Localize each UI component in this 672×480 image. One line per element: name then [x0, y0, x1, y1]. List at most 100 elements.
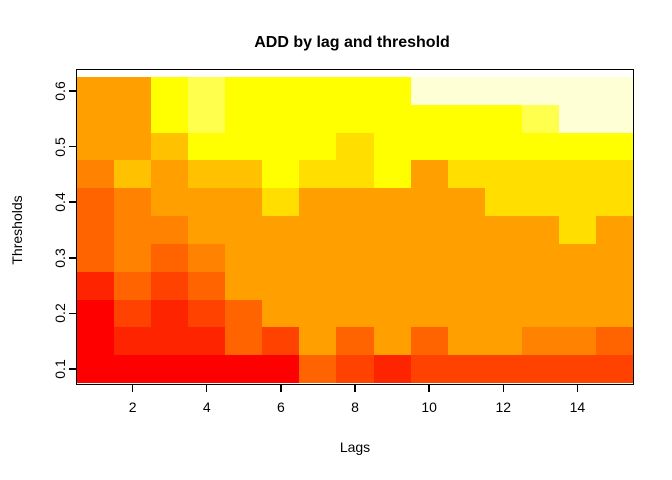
- heatmap-cell: [151, 299, 189, 328]
- y-tick-mark: [69, 368, 76, 370]
- y-tick-mark: [69, 312, 76, 315]
- heatmap-cell: [521, 104, 559, 133]
- x-tick-label: 10: [421, 399, 437, 415]
- heatmap-cell: [595, 216, 633, 244]
- heatmap-cell: [521, 160, 559, 189]
- heatmap-cell: [151, 243, 189, 272]
- heatmap-cell: [225, 132, 263, 161]
- heatmap-cell: [299, 355, 337, 383]
- x-tick-mark: [205, 384, 208, 392]
- heatmap-cell: [447, 271, 485, 300]
- heatmap-cell: [558, 188, 596, 217]
- heatmap-cell: [77, 299, 115, 328]
- x-axis-label: Lags: [339, 439, 371, 455]
- heatmap-cell: [77, 188, 115, 217]
- heatmap-cell: [484, 271, 522, 300]
- heatmap-cell: [299, 299, 337, 328]
- heatmap-cell: [151, 216, 189, 244]
- heatmap-cell: [299, 132, 337, 161]
- heatmap-cell: [373, 104, 411, 133]
- x-tick-mark: [576, 384, 579, 392]
- heatmap-cell: [447, 104, 485, 133]
- heatmap-cell: [188, 327, 226, 356]
- heatmap-cell: [521, 77, 559, 105]
- heatmap-cell: [299, 160, 337, 189]
- y-tick-mark: [69, 257, 76, 259]
- heatmap-cell: [336, 188, 374, 217]
- heatmap-cell: [373, 271, 411, 300]
- y-tick-mark: [69, 90, 76, 92]
- heatmap-cell: [410, 216, 448, 244]
- heatmap-cell: [410, 243, 448, 272]
- heatmap-cell: [484, 77, 522, 105]
- heatmap-cell: [151, 271, 189, 300]
- y-tick-label: 0.6: [52, 81, 68, 101]
- heatmap-cell: [521, 299, 559, 328]
- heatmap-cell: [410, 299, 448, 328]
- heatmap-cell: [558, 243, 596, 272]
- heatmap-cell: [373, 188, 411, 217]
- x-tick-label: 12: [495, 399, 512, 415]
- heatmap-cell: [336, 160, 374, 189]
- y-tick-label: 0.3: [52, 248, 68, 268]
- x-tick-label: 14: [569, 399, 586, 415]
- heatmap-cell: [114, 271, 152, 300]
- heatmap-cell: [151, 327, 189, 356]
- heatmap-cell: [114, 327, 152, 356]
- heatmap-cell: [225, 216, 263, 244]
- x-tick-label: 4: [202, 399, 211, 415]
- heatmap-cell: [521, 355, 559, 383]
- heatmap-cell: [114, 299, 152, 328]
- heatmap-cell: [521, 271, 559, 300]
- heatmap-cell: [447, 327, 485, 356]
- heatmap-cell: [521, 188, 559, 217]
- heatmap-cell: [447, 188, 485, 217]
- heatmap-cell: [77, 104, 115, 133]
- heatmap-cell: [447, 132, 485, 161]
- heatmap-cell: [225, 327, 263, 356]
- heatmap-cell: [225, 271, 263, 300]
- heatmap-cell: [373, 243, 411, 272]
- y-tick-label: 0.5: [52, 136, 68, 157]
- heatmap-cell: [410, 77, 448, 105]
- heatmap-cell: [521, 243, 559, 272]
- heatmap-cell: [114, 243, 152, 272]
- heatmap-cell: [225, 104, 263, 133]
- plot-border: [75, 68, 634, 385]
- heatmap-cell: [77, 77, 115, 105]
- heatmap-cell: [410, 327, 448, 356]
- heatmap-cell: [262, 77, 300, 105]
- heatmap-cell: [262, 132, 300, 161]
- heatmap-cell: [188, 104, 226, 133]
- heatmap-cell: [188, 271, 226, 300]
- heatmap-cell: [595, 243, 633, 272]
- heatmap-cell: [262, 160, 300, 189]
- heatmap-cell: [410, 160, 448, 189]
- heatmap-cell: [77, 243, 115, 272]
- heatmap-cell: [262, 355, 300, 383]
- heatmap-cell: [410, 132, 448, 161]
- heatmap-cell: [410, 271, 448, 300]
- x-tick-mark: [502, 384, 505, 392]
- heatmap-cell: [521, 216, 559, 244]
- heatmap-cell: [484, 216, 522, 244]
- heatmap-cell: [336, 327, 374, 356]
- heatmap-cell: [447, 160, 485, 189]
- x-tick-mark: [428, 384, 430, 392]
- heatmap-cell: [484, 355, 522, 383]
- heatmap-cell: [447, 77, 485, 105]
- heatmap-cell: [225, 299, 263, 328]
- heatmap-cell: [484, 327, 522, 356]
- heatmap-cell: [521, 327, 559, 356]
- heatmap-cell: [151, 355, 189, 383]
- heatmap-cell: [262, 243, 300, 272]
- heatmap-cell: [262, 327, 300, 356]
- heatmap-cell: [77, 355, 115, 383]
- heatmap-cell: [410, 104, 448, 133]
- heatmap-cell: [77, 216, 115, 244]
- heatmap-cell: [447, 355, 485, 383]
- heatmap-cell: [558, 77, 596, 105]
- y-tick-mark: [69, 145, 76, 148]
- heatmap-cell: [151, 160, 189, 189]
- heatmap-cell: [225, 160, 263, 189]
